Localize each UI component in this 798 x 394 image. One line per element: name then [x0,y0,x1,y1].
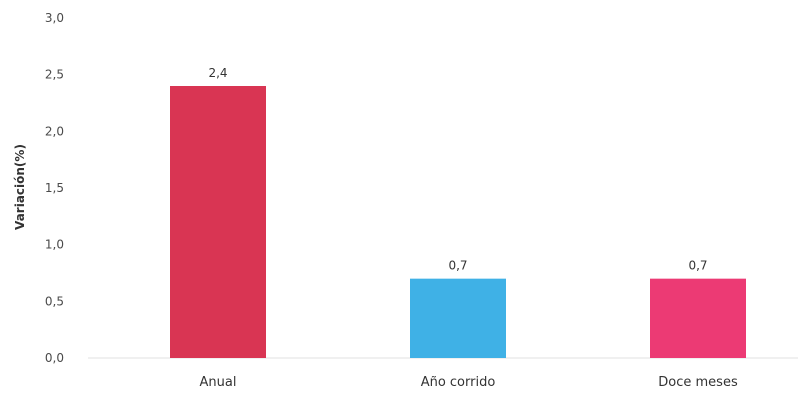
bar-series [170,86,746,358]
y-tick-label: 1,5 [45,181,64,195]
y-tick-label: 2,5 [45,68,64,82]
y-tick-label: 0,0 [45,351,64,365]
bar-doce-meses [650,278,746,358]
y-tick-label: 1,0 [45,238,64,252]
bar-value-label: 0,7 [688,259,707,273]
bar-value-label: 0,7 [448,259,467,273]
bar-value-label: 2,4 [208,66,227,80]
y-tick-label: 0,5 [45,294,64,308]
data-labels: 2,4 0,7 0,7 [208,66,707,273]
x-axis-category-labels: Anual Año corrido Doce meses [200,375,738,390]
x-tick-label: Año corrido [421,375,496,390]
bar-anual [170,86,266,358]
y-tick-label: 3,0 [45,11,64,25]
y-axis-label: Variación(%) [13,144,27,230]
x-tick-label: Doce meses [658,375,738,390]
y-axis-ticks: 0,0 0,5 1,0 1,5 2,0 2,5 3,0 [45,11,64,365]
y-tick-label: 2,0 [45,124,64,138]
x-tick-label: Anual [200,375,237,390]
bar-ao-corrido [410,278,506,358]
